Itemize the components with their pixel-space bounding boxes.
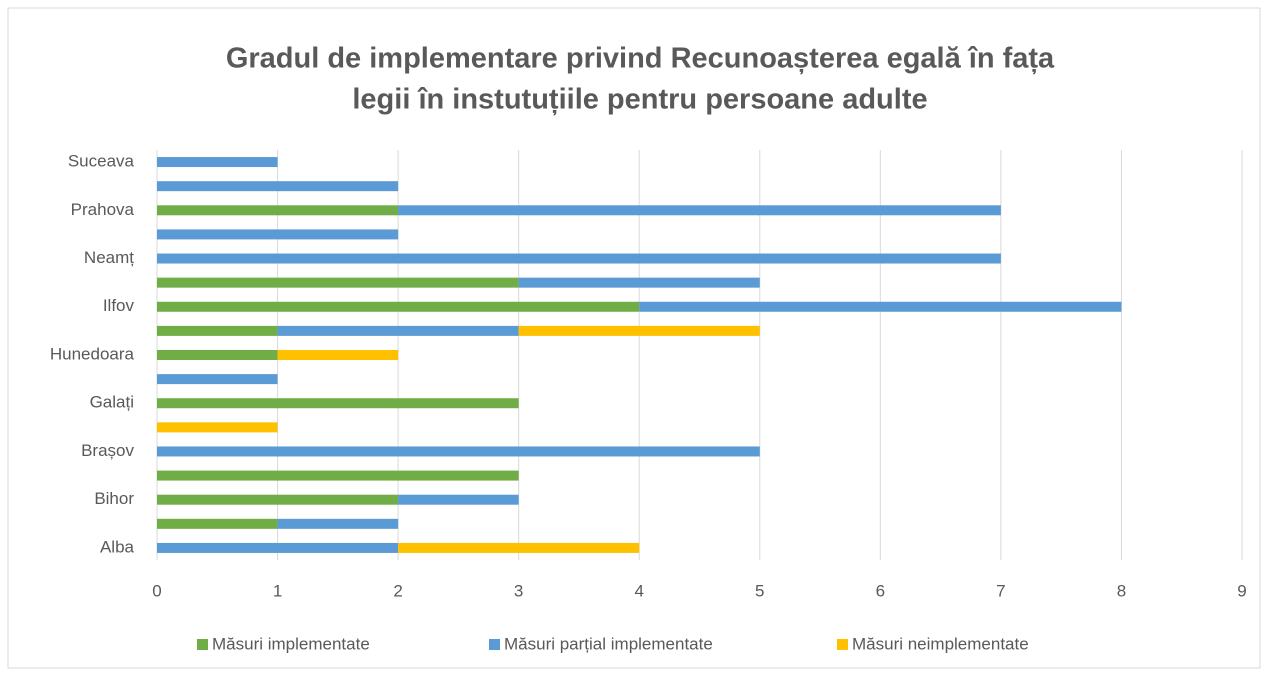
y-tick-label: Neamț [84,248,134,267]
x-tick-label: 3 [514,581,523,600]
x-tick-label: 8 [1117,581,1126,600]
legend-label: Măsuri parțial implementate [504,634,713,653]
bar-segment [157,157,278,168]
bar-segment [157,181,399,192]
y-tick-label: Brașov [81,441,134,460]
bar-segment [157,398,519,409]
legend-label: Măsuri implementate [212,634,370,653]
bar-segment [157,374,278,385]
bar-segment [277,325,519,336]
y-tick-label: Ilfov [103,296,135,315]
y-tick-label: Prahova [71,200,135,219]
x-tick-label: 2 [393,581,402,600]
bar-segment [157,350,278,360]
bar-segment [157,253,1001,264]
x-tick-label: 9 [1237,581,1246,600]
y-tick-label: Galați [90,393,134,412]
y-tick-label: Bihor [94,489,134,508]
bar-segment [157,277,519,288]
bar-segment [157,470,519,481]
x-tick-label: 6 [876,581,885,600]
bar-segment [157,422,278,433]
bar-segment [157,301,640,312]
legend-swatch [197,639,208,650]
x-tick-label: 5 [755,581,764,600]
bar-segment [157,325,278,336]
legend-swatch [489,639,500,650]
legend-swatch [837,639,848,650]
bar-segment [398,542,640,553]
y-tick-label: Hunedoara [50,344,135,363]
bar-segment [157,494,399,505]
chart-title: Gradul de implementare privind Recunoașt… [226,43,1055,75]
bar-segment [157,229,399,240]
y-tick-label: Alba [100,537,135,556]
bar-segment [157,446,760,457]
bar-segment [639,301,1122,312]
bar-segment [277,350,399,360]
bar-segment [157,518,278,529]
x-tick-label: 0 [152,581,161,600]
bar-segment [398,205,1001,216]
chart-title: legii în instutuțiile pentru persoane ad… [352,84,927,116]
chart-border [7,7,1261,669]
legend-label: Măsuri neimplementate [852,634,1029,653]
bar-segment [518,325,760,336]
x-tick-label: 7 [996,581,1005,600]
bar-segment [398,494,519,505]
y-tick-label: Suceava [68,152,135,171]
bar-segment [157,542,399,553]
x-tick-label: 1 [273,581,282,600]
bar-segment [157,205,399,216]
bar-segment [277,518,399,529]
x-tick-label: 4 [634,581,643,600]
bar-segment [518,277,760,288]
